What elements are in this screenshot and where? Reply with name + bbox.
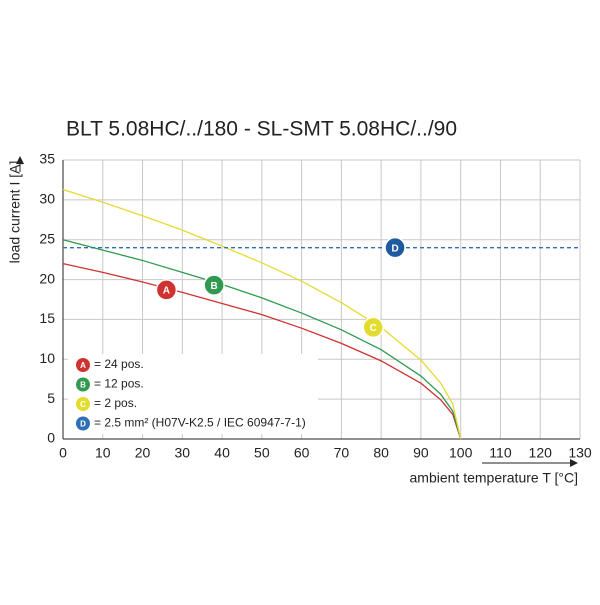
y-tick-label: 35 bbox=[39, 151, 55, 167]
legend-badge bbox=[76, 397, 90, 411]
y-tick-label: 30 bbox=[39, 191, 55, 207]
y-tick-label: 0 bbox=[47, 430, 55, 446]
x-tick-label: 50 bbox=[254, 445, 270, 461]
legend-label: = 24 pos. bbox=[94, 357, 144, 371]
x-tick-label: 10 bbox=[95, 445, 111, 461]
marker-label: A bbox=[163, 286, 170, 297]
x-tick-label: 40 bbox=[214, 445, 230, 461]
x-tick-label: 70 bbox=[334, 445, 350, 461]
legend-label: = 2 pos. bbox=[94, 396, 137, 410]
y-tick-label: 5 bbox=[47, 390, 55, 406]
legend-badge bbox=[76, 416, 90, 431]
x-tick-label: 30 bbox=[175, 445, 191, 461]
marker bbox=[155, 279, 178, 301]
legend-badge-label: A bbox=[80, 361, 86, 370]
x-axis-label: ambient temperature T [°C] bbox=[410, 470, 579, 486]
x-tick-label: 100 bbox=[449, 445, 473, 461]
marker bbox=[203, 274, 225, 296]
x-arrow-head bbox=[570, 459, 578, 467]
legend-badge-label: D bbox=[80, 420, 86, 429]
marker bbox=[384, 236, 406, 259]
y-tick-label: 10 bbox=[39, 350, 55, 366]
y-axis-label: load current I [A] bbox=[7, 161, 23, 264]
legend-badge bbox=[76, 377, 90, 392]
series-line bbox=[62, 262, 462, 440]
legend-badge bbox=[76, 358, 90, 372]
series-line bbox=[62, 239, 462, 440]
x-tick-label: 80 bbox=[373, 445, 389, 461]
series-line bbox=[62, 188, 462, 440]
x-tick-label: 20 bbox=[135, 445, 151, 461]
x-tick-label: 110 bbox=[489, 445, 512, 461]
y-tick-label: 25 bbox=[39, 230, 55, 246]
y-tick-label: 15 bbox=[39, 310, 55, 326]
chart-title: BLT 5.08HC/../180 - SL-SMT 5.08HC/../90 bbox=[66, 118, 457, 141]
x-tick-label: 120 bbox=[529, 445, 553, 461]
x-tick-label: 0 bbox=[59, 445, 67, 461]
marker-label: B bbox=[211, 281, 218, 292]
legend-badge-label: B bbox=[80, 381, 86, 390]
marker bbox=[362, 316, 384, 339]
legend-label: = 2.5 mm² (H07V-K2.5 / IEC 60947-7-1) bbox=[94, 416, 306, 430]
legend-badge-label: C bbox=[80, 400, 86, 409]
legend-box bbox=[68, 354, 318, 434]
y-tick-label: 20 bbox=[39, 270, 55, 286]
marker-label: C bbox=[370, 323, 377, 334]
x-tick-label: 90 bbox=[413, 445, 429, 461]
legend-label: = 12 pos. bbox=[94, 377, 144, 391]
y-arrow-head bbox=[16, 156, 24, 164]
x-tick-label: 130 bbox=[568, 445, 592, 461]
marker-label: D bbox=[391, 243, 398, 254]
x-tick-label: 60 bbox=[294, 445, 310, 461]
